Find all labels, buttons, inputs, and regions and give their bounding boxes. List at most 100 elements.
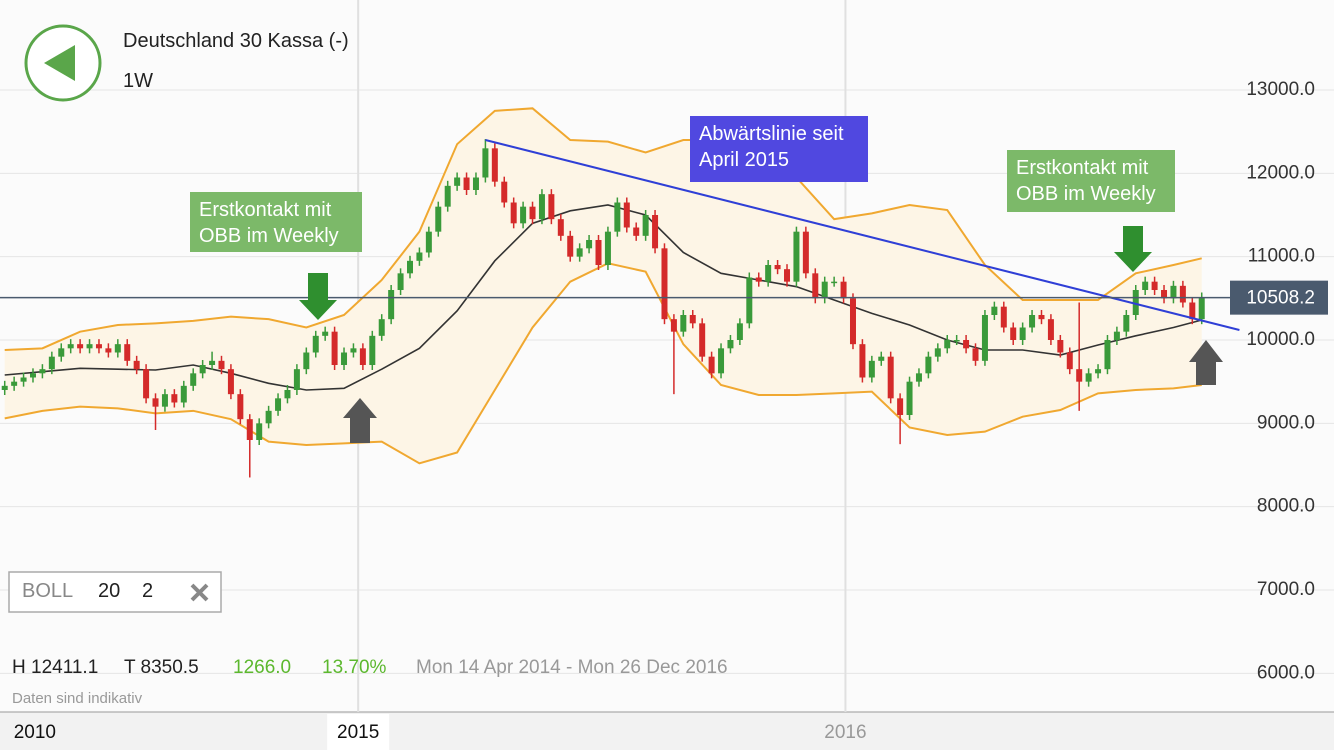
candle-body [171,394,178,403]
instrument-title: Deutschland 30 Kassa (-) [123,30,349,52]
stat-change-pct: 13.70% [322,657,387,678]
candle-body [718,348,725,374]
candle-body [143,369,150,399]
candle-body [859,344,866,378]
last-price-box [1230,280,1328,315]
candle-body [623,202,630,228]
candle-body [293,369,300,390]
candle-body [95,344,102,349]
candle-body [246,419,253,440]
candle-body [944,340,951,349]
candle-body [934,348,941,357]
candle-body [1198,297,1205,320]
arrow-shaft [308,273,328,301]
candle-body [322,331,329,336]
candle-body [972,348,979,361]
candle-body [105,348,112,353]
indicator-period: 20 [98,580,121,602]
candle-body [77,344,84,349]
candle-body [435,206,442,232]
band-middle [4,204,1202,391]
candle-body [708,356,715,374]
candle-body [746,277,753,324]
candle-body [388,290,395,320]
candle-body [209,360,216,365]
candle-body [454,177,461,186]
candle-body [444,185,451,207]
candle-body [689,315,696,324]
candle-body [557,219,564,236]
stat-note: Daten sind indikativ [12,690,143,707]
candle-body [11,381,18,386]
candle-body [897,398,904,415]
overlay: 10508.2 [0,139,1328,331]
candle-body [652,215,659,249]
stat-high: H 12411.1 [12,657,99,678]
candle-body [991,306,998,315]
candle-body [840,281,847,299]
candle-body [416,252,423,261]
candle-body [520,206,527,224]
candle-body [482,148,489,178]
candle-body [595,240,602,265]
candle-body [491,148,498,182]
indicator-box[interactable] [8,571,222,613]
x-tick-label: 2016 [824,722,866,743]
arrow-shaft [350,418,370,443]
candle-body [1047,319,1054,340]
candle-body [538,194,545,220]
candle-body [407,260,413,274]
y-tick-label: 13000.0 [1246,79,1315,100]
candle-body [755,277,762,282]
candle-body [802,231,809,274]
candle-body [981,315,988,361]
candle-body [501,181,508,203]
arrow-shaft [1196,362,1216,385]
candle-body [359,348,366,365]
candle-body [1123,315,1130,332]
candle-body [218,360,225,370]
candle-body [1029,315,1036,328]
candle-body [567,235,574,257]
y-tick-label: 7000.0 [1257,579,1315,600]
axis: 6000.0 7000.0 8000.0 9000.0 10000.0 11000.0 12… [14,79,1315,750]
candle-body [604,231,611,265]
candle-body [114,344,121,353]
close-indicator[interactable] [190,583,209,602]
up-arrows [343,340,1223,443]
candle-body [878,356,885,361]
candle-body [161,394,168,407]
candle-body [586,240,593,249]
candle-body [699,323,706,357]
candle-body [953,340,960,342]
candle-body [29,373,36,378]
candle-body [1076,369,1083,382]
candle-body [1151,281,1158,290]
candle-body [642,215,649,236]
candle-body [812,273,819,299]
candle-body [1085,373,1092,382]
candle-body [887,356,894,399]
down-arrows [299,226,1152,320]
band-upper [4,107,1202,351]
candle-body [463,177,470,190]
y-tick-label: 8000.0 [1257,496,1315,517]
y-tick-label: 11000.0 [1248,246,1315,267]
candle-body [915,373,922,382]
candle-body [633,227,640,236]
y-tick-label: 9000.0 [1257,412,1315,433]
candle-body [1010,327,1017,340]
candle-body [793,231,800,282]
candle-body [341,352,348,365]
x-tick-highlight [327,714,390,750]
annotation: Erstkontakt mit OBB im Weekly [1007,150,1175,212]
y-tick-label: 12000.0 [1246,162,1315,183]
candle-body [670,319,677,332]
candle-body [425,231,432,253]
y-tick-label: 10000.0 [1246,329,1315,350]
candle-body [576,248,583,257]
candle-body [284,390,291,399]
back-icon [44,45,75,81]
